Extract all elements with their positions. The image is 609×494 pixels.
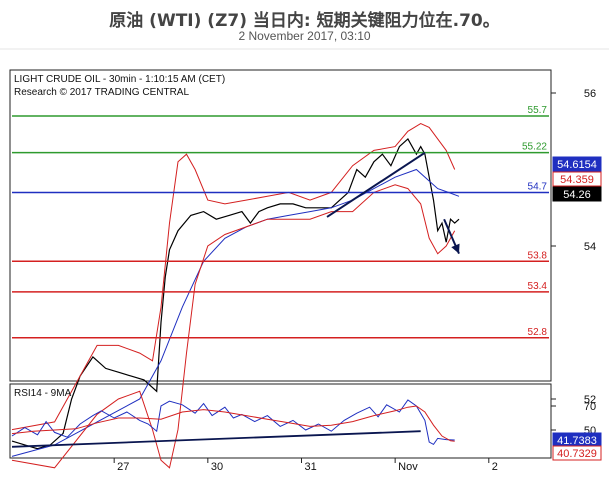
x-tick-label: 30 xyxy=(211,461,223,473)
page-title: 原油 (WTI) (Z7) 当日内: 短期关键阻力位在.70。 xyxy=(109,11,500,31)
price-annotations xyxy=(326,151,460,255)
price-tag-label: 54.26 xyxy=(563,189,591,201)
bollinger-upper-line xyxy=(11,123,456,431)
rsi-tag xyxy=(552,445,602,461)
rsi-tag-label: 41.7383 xyxy=(557,435,597,447)
level-label: 54.7 xyxy=(528,181,548,192)
rsi-label: RSI14 - 9MA xyxy=(14,388,72,399)
trendline xyxy=(326,151,426,218)
price-tag xyxy=(552,171,602,187)
x-tick-label: Nov xyxy=(398,461,418,473)
price-axis: 52 54 56 xyxy=(551,88,596,406)
forecast-arrow-head xyxy=(451,243,460,254)
time-axis: 27 30 31 Nov 2 xyxy=(113,458,498,473)
y-tick-label: 54 xyxy=(584,241,596,253)
price-tag xyxy=(552,156,602,172)
instrument-label: LIGHT CRUDE OIL - 30min - 1:10:15 AM (CE… xyxy=(14,74,225,85)
rsi-trendline xyxy=(11,430,421,448)
rsi-ma-line xyxy=(11,405,455,442)
rsi-annotations xyxy=(11,430,421,448)
x-tick-label: 31 xyxy=(304,461,316,473)
y-tick-label: 56 xyxy=(584,88,596,100)
rsi-y-tick-label: 70 xyxy=(584,401,596,413)
y-tick-label: 52 xyxy=(584,394,596,406)
x-tick-label: 2 xyxy=(492,461,498,473)
bollinger-lower-line xyxy=(11,184,456,469)
price-tags: 54.6154 54.359 54.26 xyxy=(552,156,602,202)
credit-label: Research © 2017 TRADING CENTRAL xyxy=(14,87,189,98)
price-panel xyxy=(9,69,552,382)
moving-average-line xyxy=(11,168,460,457)
rsi-tag-label: 40.7329 xyxy=(557,448,597,460)
level-label: 52.8 xyxy=(528,327,548,338)
level-label: 53.8 xyxy=(528,250,548,261)
x-tick-label: 27 xyxy=(117,461,129,473)
price-tag-label: 54.359 xyxy=(560,174,594,186)
price-tag xyxy=(552,186,602,202)
price-level-lines: 55.7 55.22 54.7 53.8 53.4 52.8 xyxy=(12,105,549,339)
level-label: 53.4 xyxy=(528,281,548,292)
level-label: 55.7 xyxy=(528,105,548,116)
price-tag-label: 54.6154 xyxy=(557,159,597,171)
rsi-line xyxy=(11,399,455,446)
page-subtitle: 2 November 2017, 03:10 xyxy=(238,29,371,43)
level-label: 55.22 xyxy=(522,142,547,153)
rsi-chart-lines xyxy=(11,399,455,446)
